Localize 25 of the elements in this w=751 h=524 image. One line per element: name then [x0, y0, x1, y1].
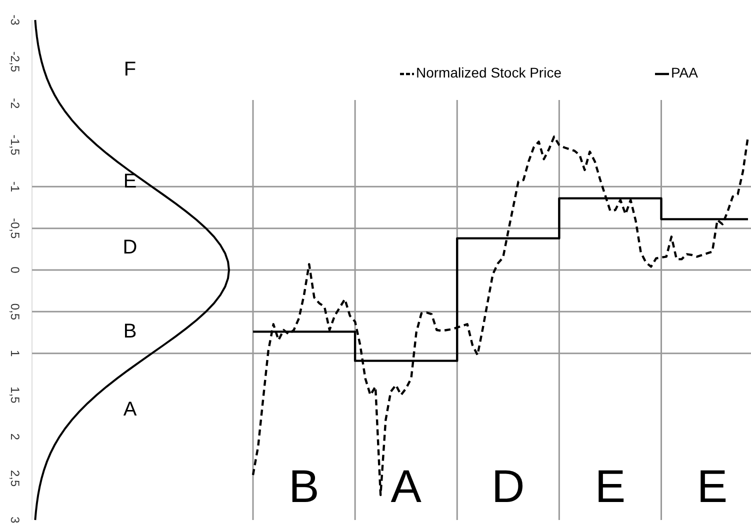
y-tick-label: -1,5: [8, 134, 22, 156]
text: A: [123, 398, 138, 420]
x-tick-label: B: [288, 460, 320, 512]
y-tick-label: 2: [8, 433, 22, 440]
text: B: [123, 320, 137, 342]
x-tick-label: E: [696, 460, 728, 512]
y-tick-label: 3: [8, 516, 22, 524]
y-tick-label: -2: [8, 98, 22, 109]
y-tick-label: -3: [8, 14, 22, 26]
text: F: [124, 58, 136, 80]
x-tick-label: A: [390, 460, 422, 512]
text: E: [123, 170, 137, 192]
x-tick-label: E: [594, 460, 626, 512]
y-tick-label: 0: [8, 266, 22, 274]
y-tick-label: 0,5: [8, 303, 22, 320]
x-tick-label: D: [492, 460, 525, 512]
y-tick-label: 1: [8, 350, 22, 357]
text: D: [122, 236, 138, 258]
y-tick-label: 1,5: [8, 386, 22, 404]
y-tick-label: -0,5: [8, 218, 22, 239]
y-tick-label: -1: [8, 181, 22, 192]
legend-label: Normalized Stock Price: [416, 64, 562, 81]
y-tick-label: -2,5: [8, 51, 22, 72]
legend-label: PAA: [671, 64, 699, 81]
y-tick-label: 2,5: [8, 470, 22, 487]
